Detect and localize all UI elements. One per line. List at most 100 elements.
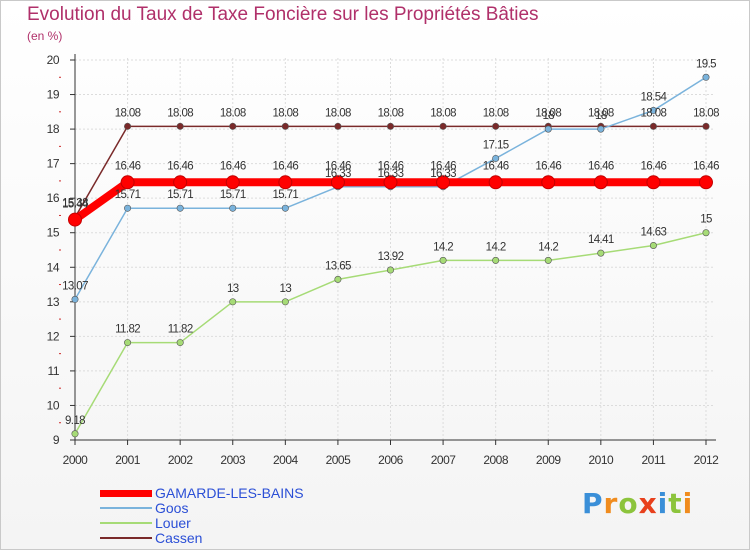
data-label: 14.2 [433,241,453,253]
series-layer [68,73,713,438]
data-point [281,298,289,306]
series-gamarde-les-bains [68,175,713,227]
data-point [649,106,657,114]
x-tick-label: 2002 [168,453,194,467]
legend-swatch [100,507,152,509]
x-tick-label: 2009 [536,453,562,467]
data-point [544,125,552,133]
y-tick-label: 20 [47,53,60,67]
data-label: 18.54 [641,91,668,103]
data-label: 13.65 [325,260,351,272]
y-tick-label: 18 [47,122,60,136]
data-label: 18.08 [272,107,298,119]
data-point [176,339,184,347]
data-point [492,256,500,264]
data-label: 16.46 [167,160,193,172]
logo-letter: i [682,487,694,520]
legend-swatch [100,522,152,524]
data-label: 16.46 [378,160,404,172]
data-label: 9.18 [65,415,85,427]
data-point [646,175,661,190]
series-louer [71,229,710,438]
data-label: 16.46 [641,160,667,172]
data-label: 16.46 [272,160,298,172]
data-label: 15.44 [62,199,89,211]
x-tick-label: 2005 [326,453,352,467]
data-point [544,256,552,264]
data-label: 16.46 [535,160,561,172]
y-tick-label: 14 [47,260,60,274]
data-point [120,175,135,190]
x-tick-label: 2012 [694,453,720,467]
y-tick-label: 19 [47,88,60,102]
data-point [699,175,713,190]
legend-swatch [100,490,152,497]
data-label: 15.71 [115,189,141,201]
data-label: 18.08 [115,107,141,119]
y-tick-label: 16 [47,191,60,205]
data-label: 15.71 [220,189,246,201]
data-label: 18.08 [588,107,614,119]
data-label: 14.41 [588,234,614,246]
logo-letter: r [603,487,619,520]
data-label: 15.71 [272,189,298,201]
data-label: 15.71 [167,189,193,201]
data-label: 16.46 [693,160,719,172]
legend-label: Louer [155,515,191,531]
x-tick-label: 2003 [220,453,246,467]
data-label: 17.15 [483,139,509,151]
x-tick-label: 2001 [115,453,141,467]
data-label: 18.08 [535,107,561,119]
data-label: 18.08 [693,107,719,119]
data-labels-layer: 15.44 18.08 18.08 18.08 18.08 18.08 18.08 18.08… [62,58,720,427]
data-label: 14.63 [641,227,667,239]
data-point [71,295,79,303]
data-label: 13.07 [62,280,88,292]
data-label: 18.08 [325,107,351,119]
data-point [229,298,237,306]
data-label: 13.92 [378,251,404,263]
x-tick-label: 2000 [63,453,89,467]
data-label: 18.08 [167,107,193,119]
data-point [334,275,342,283]
y-tick-label: 10 [47,398,60,412]
data-point [649,242,657,250]
data-label: 16.33 [430,168,456,180]
data-point [124,122,132,130]
x-tick-label: 2010 [588,453,614,467]
logo-letter: o [618,487,639,520]
data-point [281,122,289,130]
data-point [541,175,556,190]
data-point [488,175,503,190]
data-label: 16.33 [378,168,404,180]
x-tick-label: 2004 [273,453,299,467]
data-point [597,249,605,257]
axes: 9 10 11 12 13 14 15 16 17 18 19 20 2000 2001 2002 2003 2… [47,53,720,467]
data-label: 11.82 [168,324,193,336]
data-point [281,204,289,212]
data-point [439,256,447,264]
data-label: 13 [280,283,292,295]
data-label: 16.46 [483,160,509,172]
data-label: 16.46 [430,160,456,172]
data-point [173,175,188,190]
data-label: 15.38 [62,198,88,210]
data-point [225,175,240,190]
logo-letter: P [582,487,604,520]
legend-label: Cassen [155,530,203,546]
data-label: 18.08 [483,107,509,119]
data-point [330,175,345,190]
data-label: 16.46 [220,160,246,172]
legend-label: GAMARDE-LES-BAINS [155,485,304,501]
data-label: 18.08 [220,107,246,119]
data-point [597,125,605,133]
data-point [436,175,451,190]
data-point [176,204,184,212]
data-point [176,122,184,130]
y-tick-label: 9 [53,433,60,447]
data-point [702,122,710,130]
data-label: 16.46 [588,160,614,172]
data-point [593,175,608,190]
